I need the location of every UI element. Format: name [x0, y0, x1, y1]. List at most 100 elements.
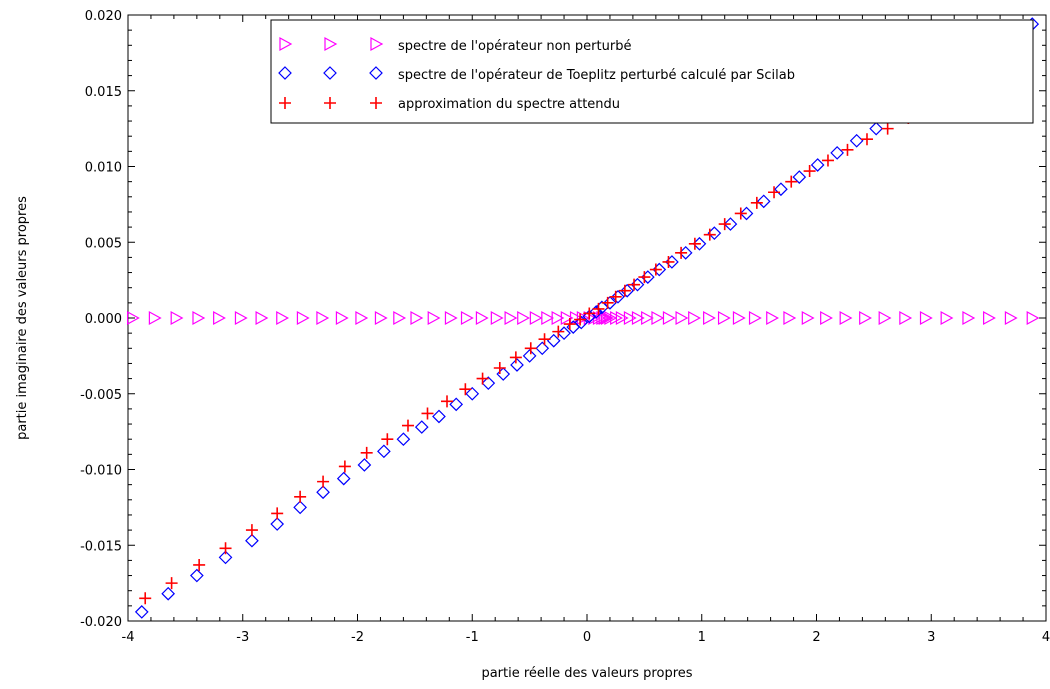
- point-toeplitz-perturbe: [396, 432, 411, 447]
- point-non-perturbe: [335, 310, 349, 326]
- point-toeplitz-perturbe: [603, 296, 617, 310]
- point-toeplitz-perturbe: [522, 349, 537, 363]
- legend-marker-toeplitz-perturbe: [278, 66, 292, 80]
- point-toeplitz-perturbe: [270, 517, 285, 531]
- x-tick-label: 1: [698, 630, 706, 645]
- x-tick-label: 2: [812, 630, 820, 645]
- legend-marker-non-perturbe: [279, 36, 293, 52]
- point-approximation: [381, 433, 394, 446]
- point-non-perturbe: [504, 310, 518, 326]
- point-non-perturbe: [234, 310, 248, 326]
- point-non-perturbe: [393, 310, 407, 326]
- y-tick-labels: -0.020 -0.015 -0.010 -0.005 0.000 0.005 0.010 0…: [80, 9, 122, 630]
- legend-marker-approximation: [324, 97, 336, 109]
- point-approximation: [317, 475, 330, 488]
- point-toeplitz-perturbe: [432, 409, 446, 424]
- point-non-perturbe: [783, 310, 797, 326]
- y-tick-label: 0.015: [85, 85, 122, 100]
- point-non-perturbe: [766, 310, 780, 326]
- y-tick-label: 0.020: [85, 9, 122, 24]
- point-approximation: [638, 271, 651, 284]
- point-approximation: [271, 507, 284, 520]
- legend-marker-non-perturbe: [324, 36, 338, 52]
- point-toeplitz-perturbe: [190, 568, 204, 583]
- point-approximation: [583, 307, 596, 320]
- point-approximation: [703, 228, 716, 241]
- point-approximation: [294, 490, 307, 503]
- point-non-perturbe: [576, 310, 590, 326]
- point-non-perturbe: [444, 310, 458, 326]
- point-non-perturbe: [615, 310, 629, 326]
- x-tick-label: 3: [927, 630, 935, 645]
- point-approximation: [841, 143, 854, 156]
- x-tick-labels: -4 -3 -2 -1 0 1 2 3 4: [122, 630, 1050, 645]
- point-non-perturbe: [126, 310, 140, 326]
- point-approximation: [821, 154, 834, 167]
- point-non-perturbe: [801, 310, 815, 326]
- point-non-perturbe: [878, 310, 892, 326]
- point-toeplitz-perturbe: [739, 206, 754, 221]
- point-non-perturbe: [688, 310, 701, 326]
- point-non-perturbe: [732, 310, 746, 326]
- point-approximation: [476, 372, 489, 385]
- point-approximation: [459, 383, 472, 396]
- point-non-perturbe: [717, 310, 731, 326]
- point-non-perturbe: [213, 310, 226, 326]
- x-tick-label: -3: [236, 630, 249, 645]
- point-toeplitz-perturbe: [830, 146, 845, 160]
- point-toeplitz-perturbe: [792, 170, 807, 184]
- point-toeplitz-perturbe: [449, 397, 464, 412]
- point-non-perturbe: [820, 310, 833, 326]
- point-non-perturbe: [1026, 310, 1040, 326]
- point-non-perturbe: [662, 310, 676, 326]
- point-toeplitz-perturbe: [723, 217, 738, 231]
- point-toeplitz-perturbe: [574, 315, 589, 330]
- x-axis-title: partie réelle des valeurs propres: [481, 666, 692, 681]
- y-tick-label: -0.015: [80, 539, 122, 554]
- legend-marker-non-perturbe: [370, 36, 384, 52]
- point-toeplitz-perturbe: [357, 458, 372, 472]
- point-non-perturbe: [192, 310, 206, 326]
- point-non-perturbe: [148, 310, 162, 326]
- point-toeplitz-perturbe: [218, 550, 233, 565]
- point-non-perturbe: [517, 310, 530, 326]
- point-non-perturbe: [940, 310, 954, 326]
- legend-marker-toeplitz-perturbe: [369, 66, 383, 80]
- point-approximation: [165, 577, 178, 590]
- point-toeplitz-perturbe: [245, 533, 259, 548]
- y-tick-label: -0.020: [80, 615, 122, 630]
- point-approximation: [574, 313, 587, 326]
- x-tick-label: -1: [466, 630, 479, 645]
- point-non-perturbe: [748, 310, 762, 326]
- point-toeplitz-perturbe: [510, 358, 524, 372]
- point-non-perturbe: [983, 310, 996, 326]
- point-toeplitz-perturbe: [849, 133, 864, 148]
- point-non-perturbe: [355, 310, 369, 326]
- point-approximation: [245, 524, 258, 537]
- point-non-perturbe: [529, 310, 543, 326]
- point-toeplitz-perturbe: [377, 444, 391, 459]
- point-non-perturbe: [919, 310, 933, 326]
- point-non-perturbe: [641, 310, 654, 326]
- point-non-perturbe: [651, 310, 665, 326]
- y-tick-label: -0.010: [80, 464, 122, 479]
- legend-label-approximation: approximation du spectre attendu: [398, 97, 620, 112]
- point-non-perturbe: [839, 310, 853, 326]
- point-approximation: [401, 419, 414, 432]
- point-approximation: [675, 246, 688, 259]
- point-non-perturbe: [427, 310, 441, 326]
- point-non-perturbe: [675, 310, 689, 326]
- point-approximation: [592, 302, 605, 315]
- point-toeplitz-perturbe: [869, 121, 884, 136]
- axis-ticks: [127, 14, 1047, 622]
- point-approximation: [193, 558, 206, 571]
- point-approximation: [219, 542, 232, 555]
- point-non-perturbe: [276, 310, 290, 326]
- legend-label-non-perturbe: spectre de l'opérateur non perturbé: [398, 39, 631, 54]
- data-marks: [126, 17, 1040, 619]
- x-tick-label: 4: [1042, 630, 1050, 645]
- point-non-perturbe: [600, 310, 614, 326]
- y-tick-label: 0.010: [85, 161, 122, 176]
- point-non-perturbe: [623, 310, 637, 326]
- point-non-perturbe: [255, 310, 269, 326]
